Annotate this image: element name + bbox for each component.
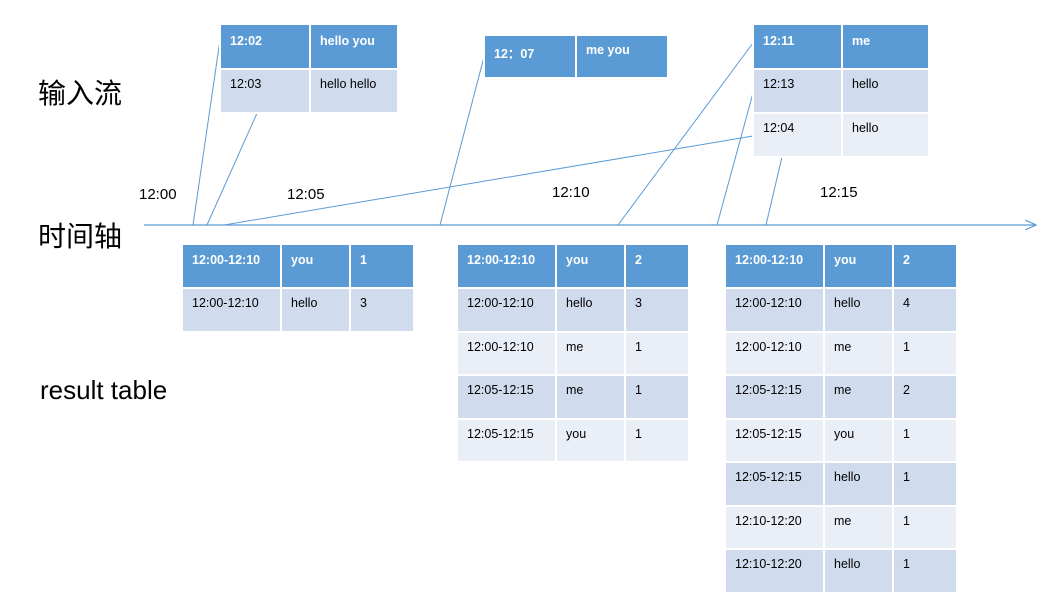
table-cell: 12:03 [219, 68, 311, 114]
table-cell: 12:00-12:10 [724, 243, 825, 289]
timeline-label: 时间轴 [38, 221, 123, 252]
table-cell: 4 [892, 287, 958, 333]
table-row: 12:05-12:15 hello 1 [724, 461, 958, 507]
input-table-2: 12：07 me you [483, 34, 669, 79]
table-cell: 3 [624, 287, 690, 333]
connector-line-1204-late [223, 135, 754, 226]
connector-line-1207 [439, 56, 485, 226]
table-cell: 1 [892, 505, 958, 550]
table-cell: 12:05-12:15 [456, 418, 557, 463]
table-row: 12:05-12:15 you 1 [456, 418, 690, 463]
table-row-late: 12:04 hello [752, 112, 930, 158]
table-cell: you [823, 418, 894, 463]
table-cell: 12:05-12:15 [724, 374, 825, 420]
table-cell: 2 [892, 243, 958, 289]
table-cell: hello you [309, 23, 399, 70]
table-row: 12:00-12:10 hello 3 [181, 287, 415, 333]
table-cell: hello [555, 287, 626, 333]
table-cell: you [555, 418, 626, 463]
connector-line-1211 [617, 42, 754, 226]
table-cell: 12:00-12:10 [456, 243, 557, 289]
tick-label-1215: 12:15 [820, 184, 858, 201]
table-cell: 12:00-12:10 [724, 331, 825, 376]
table-row: 12:11 me [752, 23, 930, 70]
table-cell: 12:13 [752, 68, 843, 114]
table-row: 12:00-12:10 you 1 [181, 243, 415, 289]
table-row: 12:02 hello you [219, 23, 399, 70]
table-cell: me [841, 23, 930, 70]
table-cell: hello [280, 287, 351, 333]
table-cell: hello [841, 112, 930, 158]
table-cell: hello [841, 68, 930, 114]
input-table-3: 12:11 me 12:13 hello 12:04 hello [752, 23, 930, 158]
table-cell: you [555, 243, 626, 289]
result-table-label: result table [40, 375, 168, 405]
connector-line-1202 [192, 39, 221, 226]
table-cell: 12:00-12:10 [181, 287, 282, 333]
table-cell: 12:00-12:10 [456, 331, 557, 376]
table-cell: you [823, 243, 894, 289]
table-cell: 2 [624, 243, 690, 289]
table-cell: 12:00-12:10 [724, 287, 825, 333]
table-cell: me [823, 374, 894, 420]
table-row: 12:05-12:15 me 2 [724, 374, 958, 420]
table-cell: 1 [892, 461, 958, 507]
table-cell: 1 [624, 418, 690, 463]
input-stream-label: 输入流 [38, 78, 123, 109]
table-row: 12:05-12:15 me 1 [456, 374, 690, 420]
result-table-2: 12:00-12:10 you 2 12:00-12:10 hello 3 12… [456, 243, 690, 463]
table-row: 12:00-12:10 hello 3 [456, 287, 690, 333]
table-cell: 12:11 [752, 23, 843, 70]
table-cell: me [555, 331, 626, 376]
table-row: 12:10-12:20 hello 1 [724, 548, 958, 594]
table-row: 12:00-12:10 you 2 [456, 243, 690, 289]
table-row: 12:10-12:20 me 1 [724, 505, 958, 550]
table-cell: 12:10-12:20 [724, 548, 825, 594]
table-cell: hello [823, 548, 894, 594]
table-row: 12:13 hello [752, 68, 930, 114]
table-cell: hello hello [309, 68, 399, 114]
table-cell: 12:00-12:10 [181, 243, 282, 289]
table-cell: 12:04 [752, 112, 843, 158]
connector-line-1213 [716, 92, 754, 226]
table-cell: 12:05-12:15 [724, 418, 825, 463]
table-cell: 12:05-12:15 [456, 374, 557, 420]
table-row-updated: 12:00-12:10 hello 4 [724, 287, 958, 333]
table-cell: 2 [892, 374, 958, 420]
table-cell: 12：07 [483, 34, 577, 79]
table-row: 12：07 me you [483, 34, 669, 79]
table-cell: you [280, 243, 351, 289]
table-row: 12:00-12:10 you 2 [724, 243, 958, 289]
table-cell: 1 [892, 331, 958, 376]
connector-line-1203 [206, 110, 259, 226]
tick-label-1200: 12:00 [139, 186, 177, 203]
table-cell: me [823, 505, 894, 550]
result-table-3: 12:00-12:10 you 2 12:00-12:10 hello 4 12… [724, 243, 958, 594]
table-cell: me you [575, 34, 669, 79]
table-cell: 1 [892, 548, 958, 594]
table-cell: 1 [892, 418, 958, 463]
table-row: 12:00-12:10 me 1 [456, 331, 690, 376]
table-cell: hello [823, 461, 894, 507]
table-row: 12:00-12:10 me 1 [724, 331, 958, 376]
tick-label-1210: 12:10 [552, 184, 590, 201]
table-cell: 12:10-12:20 [724, 505, 825, 550]
table-cell: me [823, 331, 894, 376]
table-cell: 12:05-12:15 [724, 461, 825, 507]
input-table-1: 12:02 hello you 12:03 hello hello [219, 23, 399, 114]
connector-line-late-arrival [765, 156, 783, 226]
table-cell: me [555, 374, 626, 420]
table-cell: 3 [349, 287, 415, 333]
table-cell: hello [823, 287, 894, 333]
table-row: 12:05-12:15 you 1 [724, 418, 958, 463]
table-cell: 12:00-12:10 [456, 287, 557, 333]
table-cell: 1 [624, 374, 690, 420]
table-cell: 1 [349, 243, 415, 289]
tick-label-1205: 12:05 [287, 186, 325, 203]
table-row: 12:03 hello hello [219, 68, 399, 114]
result-table-1: 12:00-12:10 you 1 12:00-12:10 hello 3 [181, 243, 415, 333]
table-cell: 12:02 [219, 23, 311, 70]
table-cell: 1 [624, 331, 690, 376]
